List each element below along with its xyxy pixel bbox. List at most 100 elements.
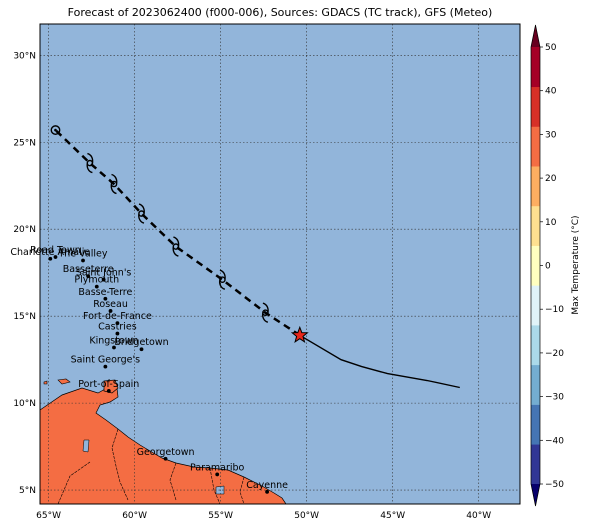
city-marker bbox=[139, 347, 144, 352]
city-label: Plymouth bbox=[74, 275, 119, 286]
colorbar-tick-label: 50 bbox=[545, 43, 557, 53]
inland-water bbox=[82, 439, 225, 495]
longitude-ticks: 65°W 60°W 55°W 50°W 45°W 40°W bbox=[36, 511, 491, 521]
city-label: Paramaribo bbox=[190, 462, 245, 473]
city-label: Cayenne bbox=[246, 480, 288, 491]
colorbar-tick-label: −10 bbox=[545, 305, 564, 315]
colorbar-tick-label: 20 bbox=[545, 174, 557, 184]
city-marker bbox=[163, 456, 168, 461]
country-borders bbox=[57, 428, 245, 504]
tropical-storm-icon bbox=[86, 152, 94, 174]
current-position-star bbox=[290, 325, 309, 343]
graticule bbox=[40, 24, 520, 504]
colorbar-extend-min bbox=[531, 484, 540, 506]
lat-tick-label: 15°N bbox=[13, 312, 36, 322]
storm-arm-upper bbox=[262, 302, 269, 313]
storm-arm-upper bbox=[219, 269, 226, 280]
city-marker bbox=[103, 364, 108, 369]
lon-tick-label: 45°W bbox=[380, 511, 405, 521]
city-marker bbox=[215, 472, 220, 477]
colorbar-band bbox=[531, 47, 540, 88]
storm-arm-lower bbox=[172, 246, 179, 257]
city-label: Charlotte Amalie bbox=[10, 247, 90, 258]
storm-eye bbox=[138, 210, 145, 217]
storm-arm-upper bbox=[138, 203, 145, 214]
city-marker bbox=[115, 331, 120, 336]
colorbar-tick-label: 10 bbox=[545, 218, 557, 228]
lat-tick-label: 25°N bbox=[13, 138, 36, 148]
city-marker bbox=[48, 256, 53, 261]
city-label: The Valley bbox=[57, 249, 107, 260]
colorbar-band bbox=[531, 285, 540, 326]
colorbar-label: Max Temperature (°C) bbox=[571, 215, 581, 315]
city-marker bbox=[101, 277, 106, 282]
map-frame bbox=[39, 23, 521, 505]
tropical-storm-icon bbox=[261, 302, 269, 323]
city-label: Kingstown bbox=[89, 335, 138, 346]
colorbar-band bbox=[531, 325, 540, 366]
tropical-storm-icon bbox=[110, 173, 118, 195]
city-label: Roseau bbox=[93, 299, 128, 310]
track-end-dot bbox=[54, 128, 57, 132]
city-label: Basse-Terre bbox=[78, 287, 132, 298]
colorbar-tick-label: −30 bbox=[545, 393, 564, 403]
colorbar-band bbox=[531, 364, 540, 405]
storm-arm-upper bbox=[173, 236, 180, 247]
city-label: Castries bbox=[98, 322, 137, 333]
city-marker bbox=[265, 489, 269, 494]
lon-tick-label: 40°W bbox=[466, 511, 491, 521]
city-label: Saint George's bbox=[71, 355, 141, 366]
city-marker bbox=[108, 309, 113, 313]
city-marker bbox=[94, 284, 99, 289]
city-label: Port-of-Spain bbox=[78, 379, 139, 390]
cyclone-track bbox=[50, 125, 460, 389]
colorbar-band bbox=[531, 404, 540, 445]
city-label: Basseterre bbox=[63, 264, 114, 275]
city-marker bbox=[112, 345, 116, 350]
map-title: Forecast of 2023062400 (f000-006), Sourc… bbox=[67, 6, 493, 19]
colorbar-band bbox=[531, 166, 540, 207]
tropical-storm-icon bbox=[218, 269, 226, 290]
colorbar-band bbox=[531, 205, 540, 246]
storm-eye bbox=[86, 159, 94, 167]
forecast-track-line bbox=[54, 129, 301, 337]
storm-arm-upper bbox=[111, 173, 118, 184]
colorbar-tick-label: −40 bbox=[545, 436, 564, 446]
tropical-storm-icon bbox=[138, 203, 145, 224]
lon-tick-label: 55°W bbox=[208, 511, 233, 521]
city-marker bbox=[53, 255, 58, 259]
city-marker bbox=[103, 296, 108, 301]
ocean-background bbox=[40, 24, 520, 504]
storm-eye bbox=[262, 309, 269, 317]
city-label: Road Town bbox=[30, 245, 81, 256]
colorbar-tick-label: 40 bbox=[545, 87, 557, 97]
colorbar-band bbox=[531, 444, 540, 485]
colorbar: 50 40 30 20 10 0 −10 −20 −30 −40 −50 bbox=[530, 24, 564, 507]
storm-arm-lower bbox=[138, 213, 145, 224]
lat-tick-label: 20°N bbox=[13, 225, 36, 235]
lat-tick-label: 30°N bbox=[13, 51, 36, 61]
colorbar-band bbox=[531, 245, 540, 286]
city-label: Saint John's bbox=[76, 268, 132, 279]
storm-arm-lower bbox=[110, 184, 117, 195]
city-label: Georgetown bbox=[137, 447, 195, 458]
city-marker bbox=[81, 258, 85, 263]
lon-tick-label: 60°W bbox=[122, 511, 147, 521]
storm-arm-lower bbox=[218, 280, 226, 290]
storm-eye bbox=[172, 243, 180, 250]
colorbar-band bbox=[531, 126, 540, 167]
track-end-ring bbox=[50, 125, 61, 135]
colorbar-tick-label: 30 bbox=[545, 130, 557, 140]
city-label: Bridgetown bbox=[114, 337, 168, 348]
colorbar-tick-label: −50 bbox=[545, 480, 564, 490]
past-track-line bbox=[299, 334, 460, 389]
storm-arm-lower bbox=[261, 313, 269, 323]
colorbar-tick-label: 0 bbox=[545, 262, 551, 272]
latitude-ticks: 5°N 10°N 15°N 20°N 25°N 30°N bbox=[13, 51, 36, 496]
storm-arm-lower bbox=[86, 163, 93, 174]
storm-arm-upper bbox=[87, 152, 94, 163]
city-marker bbox=[86, 274, 91, 279]
lat-tick-label: 5°N bbox=[19, 486, 36, 496]
